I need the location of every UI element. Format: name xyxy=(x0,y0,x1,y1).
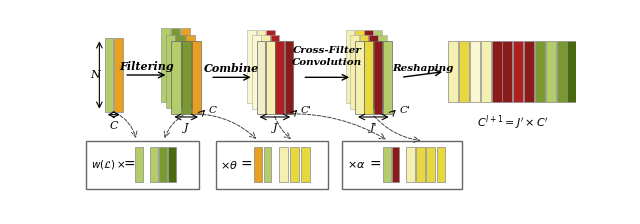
Bar xyxy=(254,147,262,182)
Bar xyxy=(369,35,378,108)
Bar xyxy=(346,30,355,103)
Bar xyxy=(392,147,399,182)
Bar xyxy=(216,141,328,189)
Text: J': J' xyxy=(369,123,377,133)
Text: C: C xyxy=(109,121,118,131)
Bar xyxy=(257,41,265,114)
Text: Combine: Combine xyxy=(204,63,260,74)
Bar xyxy=(470,41,480,102)
Text: $C^{l+1} = J' \times C'$: $C^{l+1} = J' \times C'$ xyxy=(477,113,548,132)
Bar xyxy=(182,41,191,114)
Text: C: C xyxy=(209,106,217,115)
Text: Cross-Filter
Convolution: Cross-Filter Convolution xyxy=(292,46,362,67)
Bar xyxy=(364,30,373,103)
Bar xyxy=(191,41,201,114)
Bar xyxy=(406,147,415,182)
Bar xyxy=(186,34,195,108)
Bar xyxy=(159,147,167,182)
Text: =: = xyxy=(241,158,252,172)
Bar xyxy=(481,41,491,102)
Bar xyxy=(135,147,143,182)
Bar xyxy=(568,41,577,102)
Bar xyxy=(360,35,368,108)
Bar xyxy=(546,41,556,102)
Bar xyxy=(261,35,270,108)
Bar xyxy=(417,147,425,182)
Bar xyxy=(378,35,387,108)
Bar xyxy=(355,30,364,103)
Bar xyxy=(105,39,113,112)
Bar xyxy=(279,147,289,182)
Bar xyxy=(502,41,513,102)
Bar xyxy=(150,147,157,182)
Bar xyxy=(513,41,524,102)
Text: $w(\mathcal{L})\times$: $w(\mathcal{L})\times$ xyxy=(91,158,126,171)
Bar xyxy=(426,147,435,182)
Bar xyxy=(161,28,170,101)
Bar xyxy=(176,34,186,108)
Bar xyxy=(180,28,190,101)
Bar xyxy=(355,41,364,114)
Bar xyxy=(271,35,279,108)
Bar xyxy=(166,34,175,108)
Bar xyxy=(459,41,469,102)
Text: N: N xyxy=(90,70,100,80)
Text: =: = xyxy=(123,158,134,172)
Bar xyxy=(114,39,123,112)
Text: $\times\alpha$: $\times\alpha$ xyxy=(347,159,365,170)
Bar xyxy=(275,41,284,114)
Bar xyxy=(266,41,275,114)
Bar xyxy=(257,30,265,103)
Bar xyxy=(557,41,566,102)
Bar xyxy=(383,41,392,114)
Bar xyxy=(86,141,198,189)
Bar xyxy=(535,41,545,102)
Bar xyxy=(524,41,534,102)
Bar xyxy=(290,147,300,182)
Bar xyxy=(264,147,271,182)
Text: J: J xyxy=(184,123,188,133)
Bar xyxy=(342,141,462,189)
Text: $\times\theta$: $\times\theta$ xyxy=(220,159,238,171)
Bar xyxy=(266,30,275,103)
Bar xyxy=(252,35,260,108)
Bar xyxy=(436,147,445,182)
Bar xyxy=(168,147,176,182)
Bar xyxy=(383,147,391,182)
Text: C': C' xyxy=(301,106,312,115)
Text: J: J xyxy=(273,123,277,133)
Text: Filtering: Filtering xyxy=(119,61,173,72)
Text: Reshaping: Reshaping xyxy=(392,64,454,73)
Bar xyxy=(301,147,310,182)
Bar xyxy=(492,41,502,102)
Bar xyxy=(374,41,382,114)
Bar xyxy=(351,35,359,108)
Bar xyxy=(448,41,458,102)
Bar xyxy=(172,41,180,114)
Bar xyxy=(374,30,382,103)
Bar xyxy=(248,30,256,103)
Bar xyxy=(171,28,180,101)
Bar xyxy=(364,41,373,114)
Text: C': C' xyxy=(399,106,410,115)
Text: =: = xyxy=(369,158,381,172)
Bar xyxy=(285,41,293,114)
